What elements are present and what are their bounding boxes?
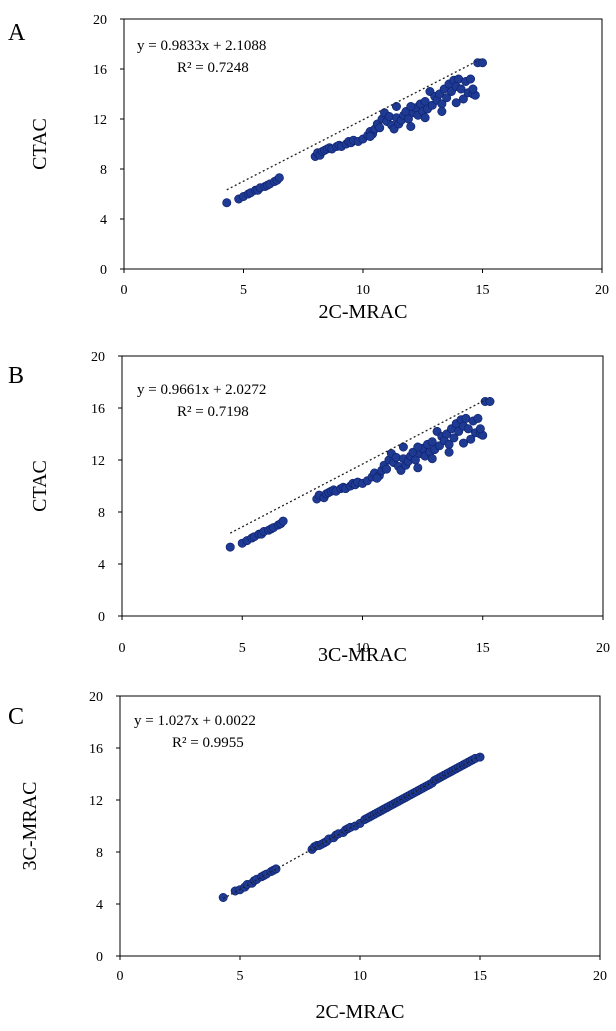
- data-point: [406, 122, 416, 132]
- x-tick-label: 10: [356, 283, 370, 298]
- y-tick-label: 0: [96, 950, 103, 965]
- data-point: [278, 516, 288, 526]
- y-tick-label: 12: [91, 454, 105, 469]
- x-tick-label: 20: [596, 641, 610, 656]
- data-point: [444, 447, 454, 457]
- data-point: [398, 442, 408, 452]
- data-point: [437, 107, 447, 117]
- data-point: [391, 102, 401, 112]
- x-axis-title: 2C-MRAC: [316, 1001, 405, 1023]
- data-point: [475, 752, 485, 762]
- data-point: [225, 542, 235, 552]
- y-tick-label: 12: [93, 113, 107, 128]
- data-point: [468, 84, 478, 94]
- panel-label: A: [8, 20, 26, 46]
- data-point: [365, 132, 375, 142]
- panel-label: C: [8, 704, 24, 730]
- r-squared-label: R² = 0.9955: [172, 735, 244, 751]
- y-tick-label: 12: [89, 794, 103, 809]
- r-squared-label: R² = 0.7198: [177, 404, 249, 420]
- x-tick-label: 0: [117, 969, 124, 984]
- x-tick-label: 5: [237, 969, 244, 984]
- data-point: [485, 396, 495, 406]
- r-squared-label: R² = 0.7248: [177, 60, 249, 76]
- y-tick-label: 16: [91, 402, 105, 417]
- x-tick-label: 20: [595, 283, 609, 298]
- data-point: [382, 464, 392, 474]
- data-point: [271, 864, 281, 874]
- data-point: [475, 424, 485, 434]
- trendline: [226, 57, 483, 191]
- data-point: [413, 442, 423, 452]
- y-tick-label: 20: [91, 350, 105, 365]
- data-point: [427, 454, 437, 464]
- chart-panel-c: C 0 4 8 12 16 20 0 5 10 15 20 2C-MRAC 3C-MRAC y = 1.02…: [8, 690, 607, 1023]
- trendline-equation: y = 0.9833x + 2.1088: [137, 38, 266, 54]
- data-point: [466, 434, 476, 444]
- chart-panel-a: A 0 4 8 12 16 20 0 5 10 15 20 2C-MRAC CTAC y = 0.9833x…: [8, 13, 609, 323]
- data-point: [420, 113, 430, 123]
- y-tick-label: 0: [100, 263, 107, 278]
- x-tick-label: 0: [121, 283, 128, 298]
- y-tick-label: 20: [89, 690, 103, 705]
- x-tick-label: 5: [240, 283, 247, 298]
- x-tick-label: 15: [476, 283, 490, 298]
- y-tick-label: 4: [96, 898, 103, 913]
- x-axis-title: 2C-MRAC: [319, 301, 408, 323]
- x-tick-label: 10: [353, 969, 367, 984]
- data-point: [458, 94, 468, 104]
- data-point: [451, 98, 461, 108]
- x-tick-label: 5: [239, 641, 246, 656]
- data-point: [372, 473, 382, 483]
- panel-label: B: [8, 363, 24, 389]
- data-point: [473, 413, 483, 423]
- y-axis-title: CTAC: [29, 118, 51, 170]
- y-tick-label: 8: [96, 846, 103, 861]
- data-point: [274, 173, 284, 183]
- data-point: [375, 123, 385, 133]
- y-tick-label: 16: [89, 742, 103, 757]
- trendline: [229, 396, 491, 534]
- x-tick-label: 20: [593, 969, 607, 984]
- data-point: [456, 84, 466, 94]
- y-tick-label: 20: [93, 13, 107, 28]
- x-axis-title: 3C-MRAC: [318, 644, 407, 666]
- data-point: [466, 74, 476, 84]
- y-axis-title: CTAC: [29, 460, 51, 512]
- y-tick-label: 8: [98, 506, 105, 521]
- trendline-equation: y = 1.027x + 0.0022: [134, 713, 256, 729]
- data-point: [459, 438, 469, 448]
- data-point: [449, 433, 459, 443]
- data-point: [218, 893, 228, 903]
- trendline: [222, 755, 481, 900]
- data-point: [463, 424, 473, 434]
- y-axis-title: 3C-MRAC: [19, 782, 41, 871]
- data-point: [222, 198, 232, 208]
- y-tick-label: 8: [100, 163, 107, 178]
- y-tick-label: 4: [98, 558, 105, 573]
- chart-panel-b: B 0 4 8 12 16 20 0 5 10 15 20 3C-MRAC CTAC y = 0.9661x…: [8, 350, 610, 666]
- x-tick-label: 15: [476, 641, 490, 656]
- data-point: [406, 102, 416, 112]
- y-tick-label: 16: [93, 63, 107, 78]
- x-tick-label: 15: [473, 969, 487, 984]
- x-tick-label: 0: [119, 641, 126, 656]
- plot-area-border: [123, 18, 603, 270]
- x-tick-label: 10: [356, 641, 370, 656]
- trendline-equation: y = 0.9661x + 2.0272: [137, 382, 266, 398]
- y-tick-label: 4: [100, 213, 107, 228]
- data-point: [477, 58, 487, 68]
- data-point: [442, 93, 452, 103]
- y-tick-label: 0: [98, 610, 105, 625]
- data-point: [413, 463, 423, 473]
